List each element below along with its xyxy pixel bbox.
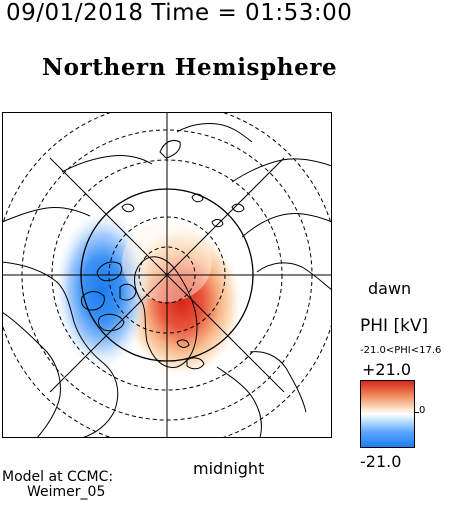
colorbar <box>360 380 415 448</box>
potential-positive-cell <box>122 227 242 377</box>
colorbar-max-label: +21.0 <box>362 360 412 379</box>
page-title: Northern Hemisphere <box>42 54 338 81</box>
colorbar-min-label: -21.0 <box>360 452 402 471</box>
colorbar-zero-label: 0 <box>419 405 426 416</box>
longitude-lines <box>2 112 332 438</box>
potential-negative-cell <box>54 210 150 370</box>
coastlines <box>2 123 332 438</box>
colorbar-title: PHI [kV] <box>360 316 429 336</box>
midnight-label: midnight <box>193 459 265 478</box>
polar-map <box>2 112 332 438</box>
model-credit-line2: Weimer_05 <box>27 484 106 500</box>
datetime-header: 09/01/2018 Time = 01:53:00 <box>6 0 353 26</box>
model-credit-line1: Model at CCMC: <box>2 469 114 485</box>
dawn-label: dawn <box>368 279 412 298</box>
polar-map-svg <box>2 112 332 438</box>
colorbar-range: -21.0<PHI<17.6 <box>360 345 442 356</box>
map-frame <box>2 112 332 438</box>
colorbar-zero-tick <box>414 412 419 413</box>
